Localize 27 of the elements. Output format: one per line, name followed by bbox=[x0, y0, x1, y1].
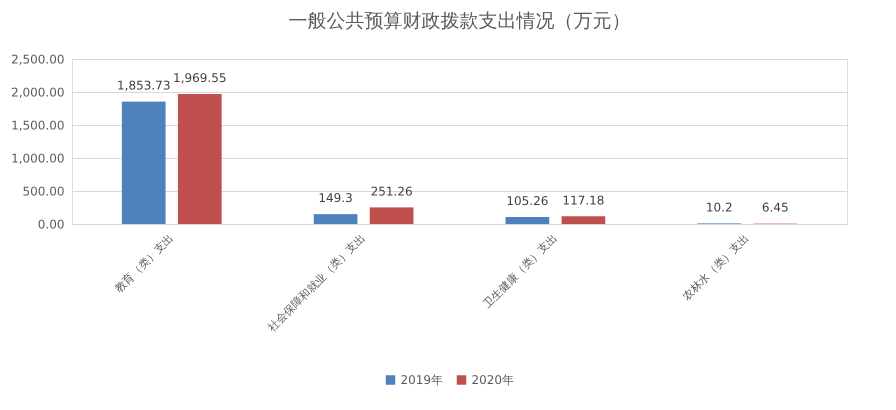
y-tick-label: 2,000.00 bbox=[11, 86, 64, 100]
data-label: 149.3 bbox=[318, 191, 353, 206]
bar bbox=[314, 214, 358, 224]
data-label: 1,853.73 bbox=[117, 78, 170, 93]
x-tick-label: 社会保障和就业（类）支出 bbox=[265, 232, 368, 334]
chart-title: 一般公共预算财政拨款支出情况（万元） bbox=[288, 10, 630, 32]
legend-label: 2019年 bbox=[400, 373, 444, 387]
data-label: 10.2 bbox=[706, 200, 733, 214]
data-label: 117.18 bbox=[562, 193, 604, 208]
x-tick-label: 农林水（类）支出 bbox=[680, 232, 752, 303]
bar bbox=[562, 216, 606, 224]
bar bbox=[122, 102, 166, 224]
data-label: 6.45 bbox=[762, 200, 789, 215]
x-tick-label: 教育（类）支出 bbox=[112, 232, 176, 296]
data-label: 251.26 bbox=[370, 184, 413, 198]
y-tick-label: 500.00 bbox=[22, 184, 64, 198]
data-label: 1,969.55 bbox=[173, 71, 226, 86]
bar bbox=[506, 217, 550, 224]
y-tick-label: 1,500.00 bbox=[11, 118, 64, 132]
y-tick-label: 2,500.00 bbox=[11, 52, 64, 66]
y-tick-label: 0.00 bbox=[38, 218, 64, 232]
data-label: 105.26 bbox=[506, 194, 548, 208]
bar bbox=[178, 94, 222, 224]
bar bbox=[370, 207, 414, 224]
x-tick-label: 卫生健康（类）支出 bbox=[480, 232, 560, 311]
legend-label: 2020年 bbox=[472, 373, 514, 387]
y-tick-label: 1,000.00 bbox=[11, 152, 64, 166]
